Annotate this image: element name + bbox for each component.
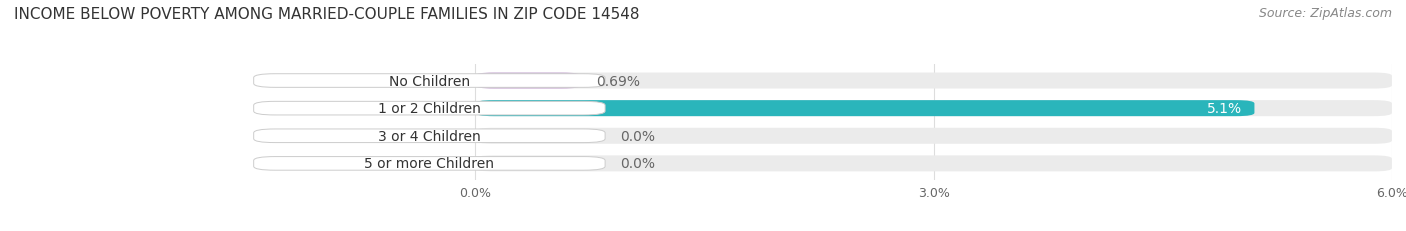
Text: 3 or 4 Children: 3 or 4 Children xyxy=(378,129,481,143)
FancyBboxPatch shape xyxy=(475,73,1392,89)
FancyBboxPatch shape xyxy=(253,102,605,116)
FancyBboxPatch shape xyxy=(475,73,581,89)
FancyBboxPatch shape xyxy=(253,157,605,170)
Text: 0.0%: 0.0% xyxy=(620,129,655,143)
FancyBboxPatch shape xyxy=(475,101,1392,117)
FancyBboxPatch shape xyxy=(475,156,1392,172)
Text: No Children: No Children xyxy=(389,74,470,88)
FancyBboxPatch shape xyxy=(253,74,605,88)
Text: 5 or more Children: 5 or more Children xyxy=(364,157,495,171)
Text: 0.69%: 0.69% xyxy=(596,74,640,88)
Text: 5.1%: 5.1% xyxy=(1208,102,1243,116)
FancyBboxPatch shape xyxy=(253,129,605,143)
Text: INCOME BELOW POVERTY AMONG MARRIED-COUPLE FAMILIES IN ZIP CODE 14548: INCOME BELOW POVERTY AMONG MARRIED-COUPL… xyxy=(14,7,640,22)
Text: 1 or 2 Children: 1 or 2 Children xyxy=(378,102,481,116)
FancyBboxPatch shape xyxy=(475,101,1254,117)
Text: Source: ZipAtlas.com: Source: ZipAtlas.com xyxy=(1258,7,1392,20)
FancyBboxPatch shape xyxy=(475,128,1392,144)
Text: 0.0%: 0.0% xyxy=(620,157,655,171)
